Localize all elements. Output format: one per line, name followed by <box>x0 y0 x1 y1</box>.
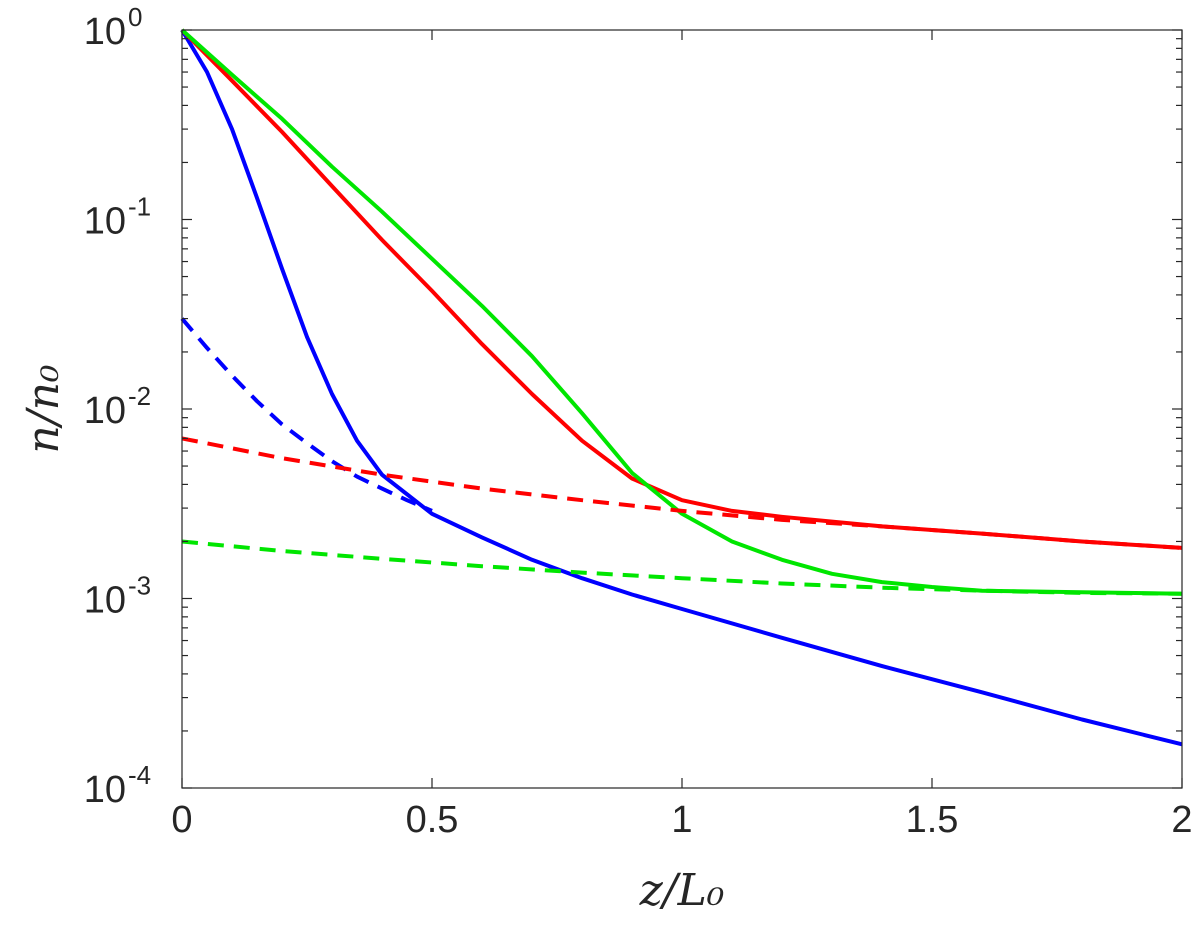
x-tick-label-4: 2 <box>1171 799 1192 841</box>
x-tick-label-0: 0 <box>171 799 192 841</box>
y-tick-label-0: 10 <box>84 11 126 53</box>
y-tick-exponent-3: -3 <box>128 571 151 601</box>
series-line-5 <box>181 539 1183 596</box>
plot-frame <box>181 29 1183 789</box>
plot-background <box>182 30 1182 788</box>
y-tick-exponent-1: -1 <box>128 192 151 222</box>
y-tick-exponent-4: -4 <box>128 760 151 790</box>
y-tick-label-2: 10 <box>84 390 126 432</box>
series-line-0 <box>180 28 1183 747</box>
x-axis-title: z/L₀ <box>639 865 725 916</box>
y-axis-title: n/n₀ <box>18 364 69 454</box>
series-line-4 <box>181 436 1183 550</box>
x-tick-label-1: 0.5 <box>406 799 459 841</box>
y-tick-label-4: 10 <box>84 769 126 811</box>
y-tick-exponent-0: 0 <box>128 2 142 32</box>
x-tick-label-3: 1.5 <box>906 799 959 841</box>
series-line-3 <box>180 317 433 513</box>
x-tick-label-2: 1 <box>671 799 692 841</box>
y-tick-exponent-2: -2 <box>128 381 151 411</box>
series-layer <box>180 28 1183 747</box>
series-line-2 <box>180 28 1183 596</box>
y-tick-label-3: 10 <box>84 580 126 622</box>
y-tick-label-1: 10 <box>84 201 126 243</box>
